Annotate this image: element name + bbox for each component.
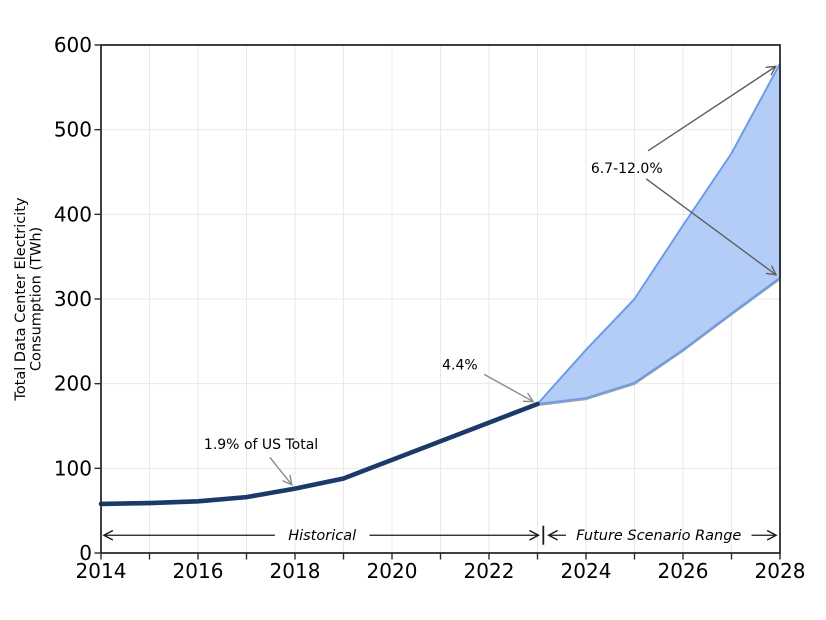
historical-line <box>98 401 540 507</box>
annotation-arrow <box>647 65 778 152</box>
annotation-arrow <box>269 456 293 486</box>
y-axis-title: Total Data Center Electricity Consumption… <box>13 197 45 402</box>
axis-tick-labels: 2014 2016 2018 2020 2022 2024 2026 2028 0 100 200 3… <box>54 33 806 583</box>
x-tick-label: 2020 <box>367 559 418 583</box>
historical-line-group <box>98 401 540 507</box>
x-tick-label: 2026 <box>658 559 709 583</box>
axis-ticks <box>94 44 781 560</box>
x-tick-label: 2024 <box>561 559 612 583</box>
annotations-group: 1.9% of US Total 4.4% 6.7-12.0% <box>204 65 778 486</box>
scenario-band-lower-shadow <box>537 278 781 407</box>
x-tick-label: 2016 <box>173 559 224 583</box>
x-tick-label: 2028 <box>755 559 806 583</box>
y-tick-label: 600 <box>54 33 92 57</box>
range-arrows-group: Historical Future Scenario Range <box>102 525 778 545</box>
x-tick-label: 2022 <box>464 559 515 583</box>
y-tick-label: 400 <box>54 202 92 226</box>
x-tick-label: 2014 <box>76 559 127 583</box>
y-tick-label: 200 <box>54 372 92 396</box>
y-tick-label: 0 <box>79 541 92 565</box>
y-axis-title-line: Consumption (TWh) <box>29 227 45 371</box>
annotation-arrow <box>645 178 778 276</box>
range-label: Future Scenario Range <box>576 528 741 544</box>
annotation-label: 6.7-12.0% <box>591 161 663 177</box>
y-tick-label: 300 <box>54 287 92 311</box>
y-tick-label: 500 <box>54 118 92 142</box>
annotation-label: 1.9% of US Total <box>204 437 318 453</box>
scenario-band <box>536 62 781 405</box>
scenario-band-group <box>536 62 781 407</box>
annotation-arrow <box>483 373 535 403</box>
y-tick-label: 100 <box>54 456 92 480</box>
y-axis-title-line: Total Data Center Electricity <box>13 197 29 402</box>
x-tick-label: 2018 <box>270 559 321 583</box>
range-label: Historical <box>288 528 356 544</box>
annotation-label: 4.4% <box>442 357 478 373</box>
